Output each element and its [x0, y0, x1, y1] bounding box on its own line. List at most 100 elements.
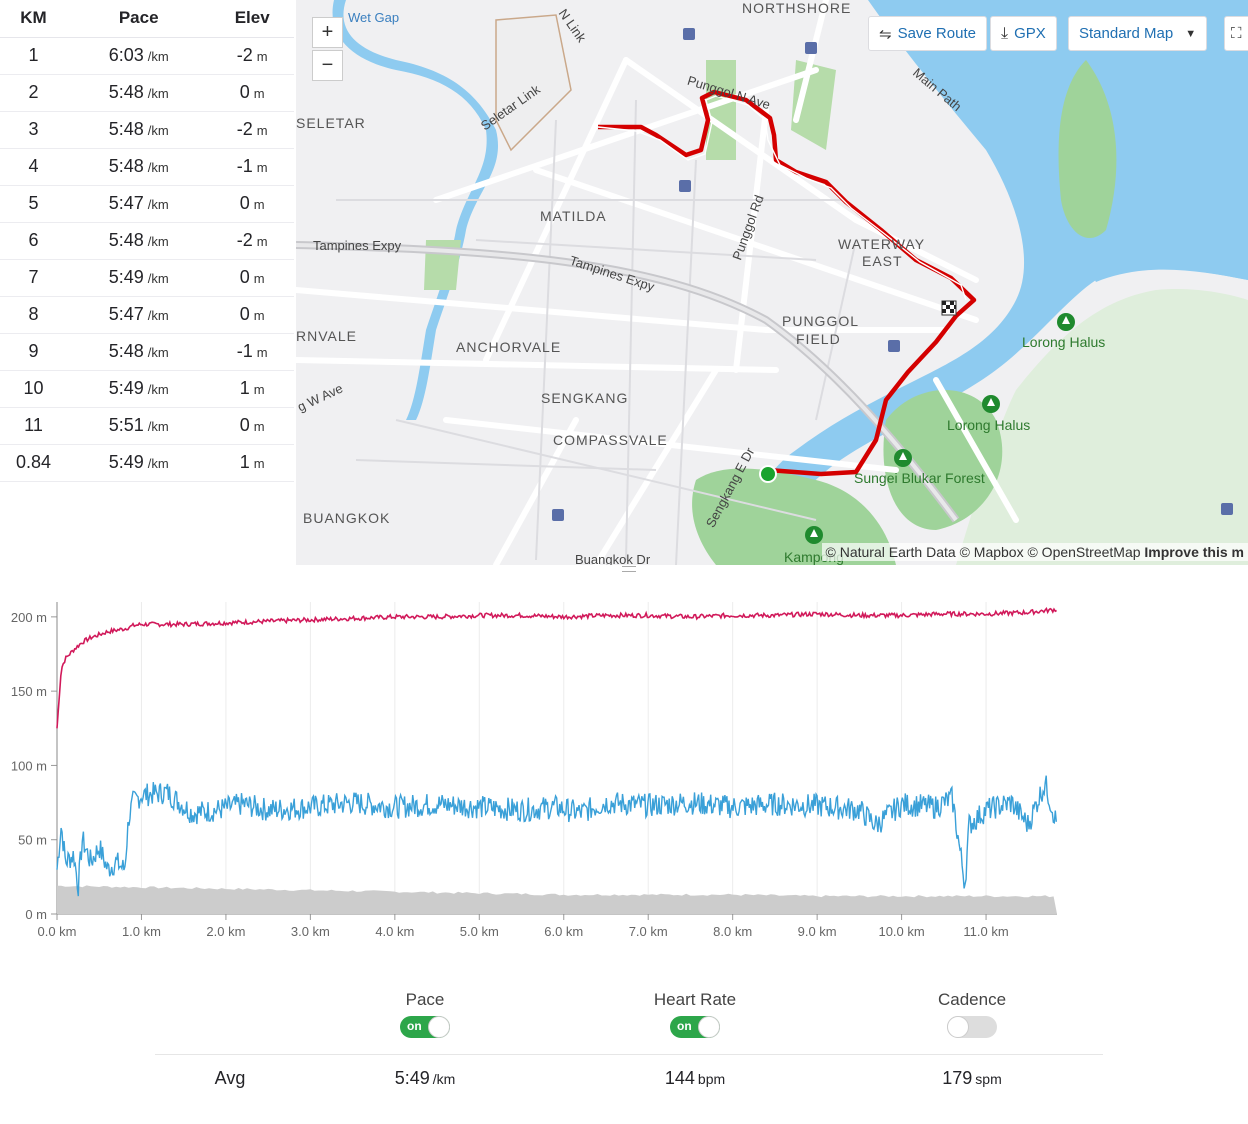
park-label: Lorong Halus: [947, 417, 1031, 433]
split-row[interactable]: 1 6:03/km -2 m: [0, 37, 294, 75]
map-canvas[interactable]: [296, 0, 1248, 565]
split-km: 4: [0, 148, 67, 186]
split-row[interactable]: 4 5:48/km -1 m: [0, 148, 294, 186]
pace-toggle[interactable]: on: [400, 1016, 450, 1038]
zoom-in-button[interactable]: +: [312, 17, 343, 48]
split-row[interactable]: 9 5:48/km -1 m: [0, 333, 294, 371]
split-pace: 5:49/km: [67, 370, 211, 408]
improve-map-link[interactable]: Improve this m: [1144, 544, 1244, 560]
split-km: 8: [0, 296, 67, 334]
split-pace-unit: /km: [147, 234, 169, 249]
split-row[interactable]: 3 5:48/km -2 m: [0, 111, 294, 149]
cadence-toggle[interactable]: [947, 1016, 997, 1038]
y-tick-label: 150 m: [11, 684, 47, 699]
road-label: Wet Gap: [348, 10, 400, 25]
area-label: EAST: [862, 253, 903, 269]
split-pace-unit: /km: [147, 271, 169, 286]
split-elev-unit: m: [253, 271, 265, 286]
split-elev-unit: m: [253, 197, 265, 212]
split-elev-value: 0: [239, 82, 250, 102]
split-pace: 5:48/km: [67, 74, 211, 112]
x-tick-label: 6.0 km: [544, 924, 583, 939]
split-row[interactable]: 2 5:48/km 0 m: [0, 74, 294, 112]
split-row[interactable]: 7 5:49/km 0 m: [0, 259, 294, 297]
column-header-pace[interactable]: Pace: [67, 0, 211, 38]
gpx-label: GPX: [1014, 25, 1046, 42]
save-route-button[interactable]: ⇋ Save Route: [868, 16, 987, 51]
area-label: PUNGGOL: [782, 313, 860, 329]
zoom-out-button[interactable]: −: [312, 50, 343, 81]
gpx-button[interactable]: ⤓ GPX: [990, 16, 1057, 51]
split-pace-value: 5:51: [108, 415, 144, 435]
avg-cadence-unit: spm: [975, 1071, 1002, 1087]
toggle-knob: [947, 1016, 969, 1038]
area-label: WATERWAY: [838, 236, 926, 252]
fullscreen-button[interactable]: ⛶: [1224, 16, 1248, 51]
x-tick-label: 5.0 km: [460, 924, 499, 939]
route-start-marker[interactable]: [759, 465, 777, 483]
avg-label: Avg: [214, 1068, 246, 1088]
split-elev-value: -2: [236, 119, 253, 139]
split-elev-unit: m: [256, 123, 268, 138]
column-header-km[interactable]: KM: [0, 0, 67, 38]
split-row[interactable]: 5 5:47/km 0 m: [0, 185, 294, 223]
split-row[interactable]: 10 5:49/km 1 m: [0, 370, 294, 408]
chevron-down-icon: ▼: [1185, 27, 1197, 40]
split-pace-unit: /km: [147, 197, 169, 212]
resize-handle[interactable]: [622, 566, 636, 572]
split-km: 7: [0, 259, 67, 297]
split-pace-unit: /km: [147, 345, 169, 360]
y-tick-label: 200 m: [11, 610, 47, 625]
split-pace-value: 5:48: [108, 82, 144, 102]
split-elev-value: -1: [236, 156, 253, 176]
route-finish-marker[interactable]: [941, 300, 957, 316]
stream-chart[interactable]: 0.0 km 1.0 km 2.0 km 3.0 km 4.0 km 5.0 km 6.0 …: [0, 566, 1248, 966]
split-elev-unit: m: [253, 86, 265, 101]
cadence-title: Cadence: [937, 990, 1007, 1009]
column-header-elev[interactable]: Elev: [210, 0, 294, 38]
cadence-column: Cadence: [872, 990, 1072, 1043]
split-pace-unit: /km: [147, 382, 169, 397]
split-pace: 5:47/km: [67, 185, 211, 223]
elevation-area: [57, 885, 1057, 914]
split-row[interactable]: 0.84 5:49/km 1 m: [0, 444, 294, 482]
split-elev-value: -1: [236, 341, 253, 361]
map-style-dropdown[interactable]: Standard Map ▼: [1068, 16, 1208, 51]
split-pace: 5:48/km: [67, 222, 211, 260]
split-pace: 5:48/km: [67, 333, 211, 371]
map-attribution: © Natural Earth Data © Mapbox © OpenStre…: [821, 543, 1248, 561]
heart-rate-line: [56, 775, 1057, 897]
area-label: RNVALE: [296, 328, 357, 344]
split-pace-value: 5:48: [108, 341, 144, 361]
split-row[interactable]: 11 5:51/km 0 m: [0, 407, 294, 445]
area-label: COMPASSVALE: [553, 432, 668, 448]
splits-header-row: KM Pace Elev: [0, 0, 294, 38]
map-style-label: Standard Map: [1079, 25, 1174, 42]
x-tick-label: 4.0 km: [375, 924, 414, 939]
split-row[interactable]: 8 5:47/km 0 m: [0, 296, 294, 334]
split-elev-unit: m: [253, 456, 265, 471]
x-tick-label: 11.0 km: [963, 924, 1008, 939]
split-km: 9: [0, 333, 67, 371]
area-label: BUANGKOK: [303, 510, 391, 526]
avg-heart-rate-unit: bpm: [697, 1071, 726, 1087]
split-pace-value: 5:49: [108, 378, 144, 398]
split-pace: 5:48/km: [67, 111, 211, 149]
pace-title: Pace: [405, 990, 445, 1009]
area-label: FIELD: [796, 331, 841, 347]
split-elev-unit: m: [253, 382, 265, 397]
split-pace-value: 5:48: [108, 156, 144, 176]
route-map[interactable]: + − ⇋ Save Route ⤓ GPX Standard Map ▼ ⛶ …: [296, 0, 1248, 565]
split-row[interactable]: 6 5:48/km -2 m: [0, 222, 294, 260]
heart-rate-toggle[interactable]: on: [670, 1016, 720, 1038]
split-elev: -1 m: [210, 333, 294, 371]
pace-column: Pace on: [325, 990, 525, 1043]
split-km: 3: [0, 111, 67, 149]
fullscreen-icon: ⛶: [1231, 25, 1242, 42]
split-pace-unit: /km: [147, 86, 169, 101]
split-km: 1: [0, 37, 67, 75]
area-label: MATILDA: [540, 208, 607, 224]
